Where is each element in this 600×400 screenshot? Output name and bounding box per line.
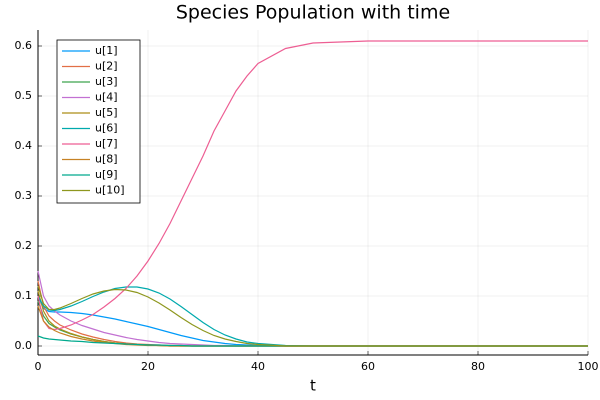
y-tick-label: 0.1 xyxy=(15,289,33,302)
x-tick-label: 20 xyxy=(141,360,155,373)
legend-label: u[5] xyxy=(95,106,118,119)
x-tick-label: 0 xyxy=(35,360,42,373)
legend-label: u[8] xyxy=(95,153,118,166)
series-line xyxy=(37,295,588,347)
legend-label: u[1] xyxy=(95,44,118,57)
legend-label: u[7] xyxy=(95,137,118,150)
y-tick-label: 0.4 xyxy=(15,139,33,152)
x-tick-label: 60 xyxy=(361,360,375,373)
y-tick-label: 0.6 xyxy=(15,39,33,52)
y-tick-label: 0.2 xyxy=(15,239,33,252)
legend-label: u[2] xyxy=(95,60,118,73)
series-line xyxy=(37,290,588,347)
y-tick-label: 0.0 xyxy=(15,339,33,352)
x-tick-label: 100 xyxy=(578,360,599,373)
series-line xyxy=(37,300,588,347)
x-tick-label: 40 xyxy=(251,360,265,373)
x-tick-label: 80 xyxy=(471,360,485,373)
y-tick-label: 0.5 xyxy=(15,89,33,102)
legend-box xyxy=(56,39,141,204)
legend-label: u[9] xyxy=(95,168,118,181)
series-line xyxy=(37,270,588,347)
series-line xyxy=(37,305,588,347)
y-tick-label: 0.3 xyxy=(15,189,33,202)
legend-label: u[3] xyxy=(95,75,118,88)
series-line xyxy=(37,285,588,347)
chart-title: Species Population with time xyxy=(176,2,450,24)
legend-label: u[6] xyxy=(95,122,118,135)
legend-label: u[10] xyxy=(95,184,125,197)
x-axis-label: t xyxy=(310,377,316,395)
series-line xyxy=(37,40,588,331)
legend-label: u[4] xyxy=(95,91,118,104)
